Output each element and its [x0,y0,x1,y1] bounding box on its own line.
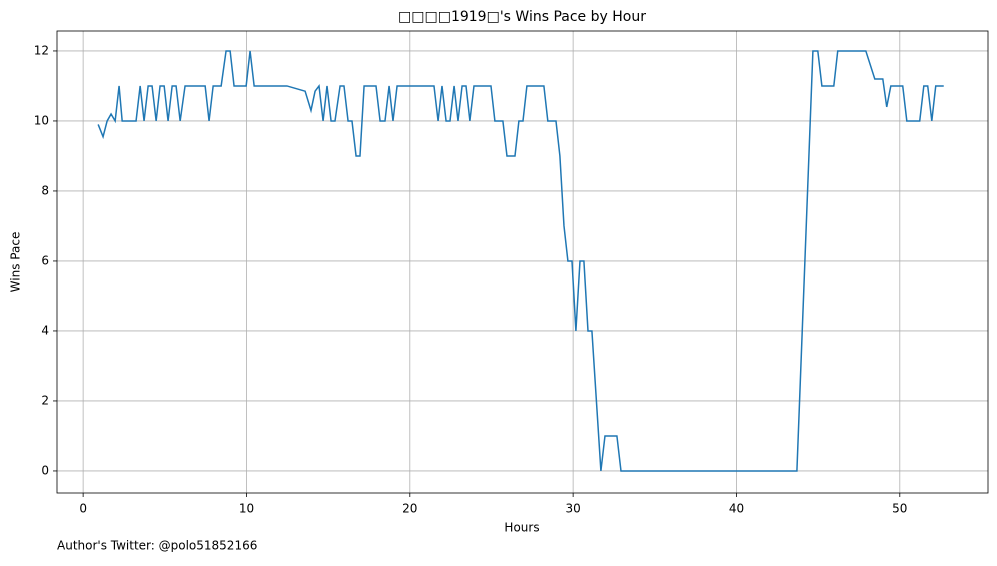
y-tick-label: 8 [41,183,49,197]
y-tick-label: 4 [41,323,49,337]
x-tick-label: 10 [239,502,254,516]
plot-frame [56,30,989,494]
x-tick-label: 40 [729,502,744,516]
y-tick-label: 12 [34,43,49,57]
chart-title: □□□□1919□'s Wins Pace by Hour [398,9,646,25]
footer: Author's Twitter: @polo51852166 [57,539,257,553]
x-tick-label: 20 [402,502,417,516]
y-tick-label: 0 [41,463,49,477]
x-tick-label: 0 [79,502,87,516]
y-tick-label: 6 [41,253,49,267]
y-axis-label: Wins Pace [9,232,23,293]
x-tick-label: 30 [565,502,580,516]
x-tick-label: 50 [892,502,907,516]
x-axis-label: Hours [504,521,539,535]
data-line [97,50,944,472]
y-tick-label: 2 [41,393,49,407]
y-tick-label: 10 [34,113,49,127]
